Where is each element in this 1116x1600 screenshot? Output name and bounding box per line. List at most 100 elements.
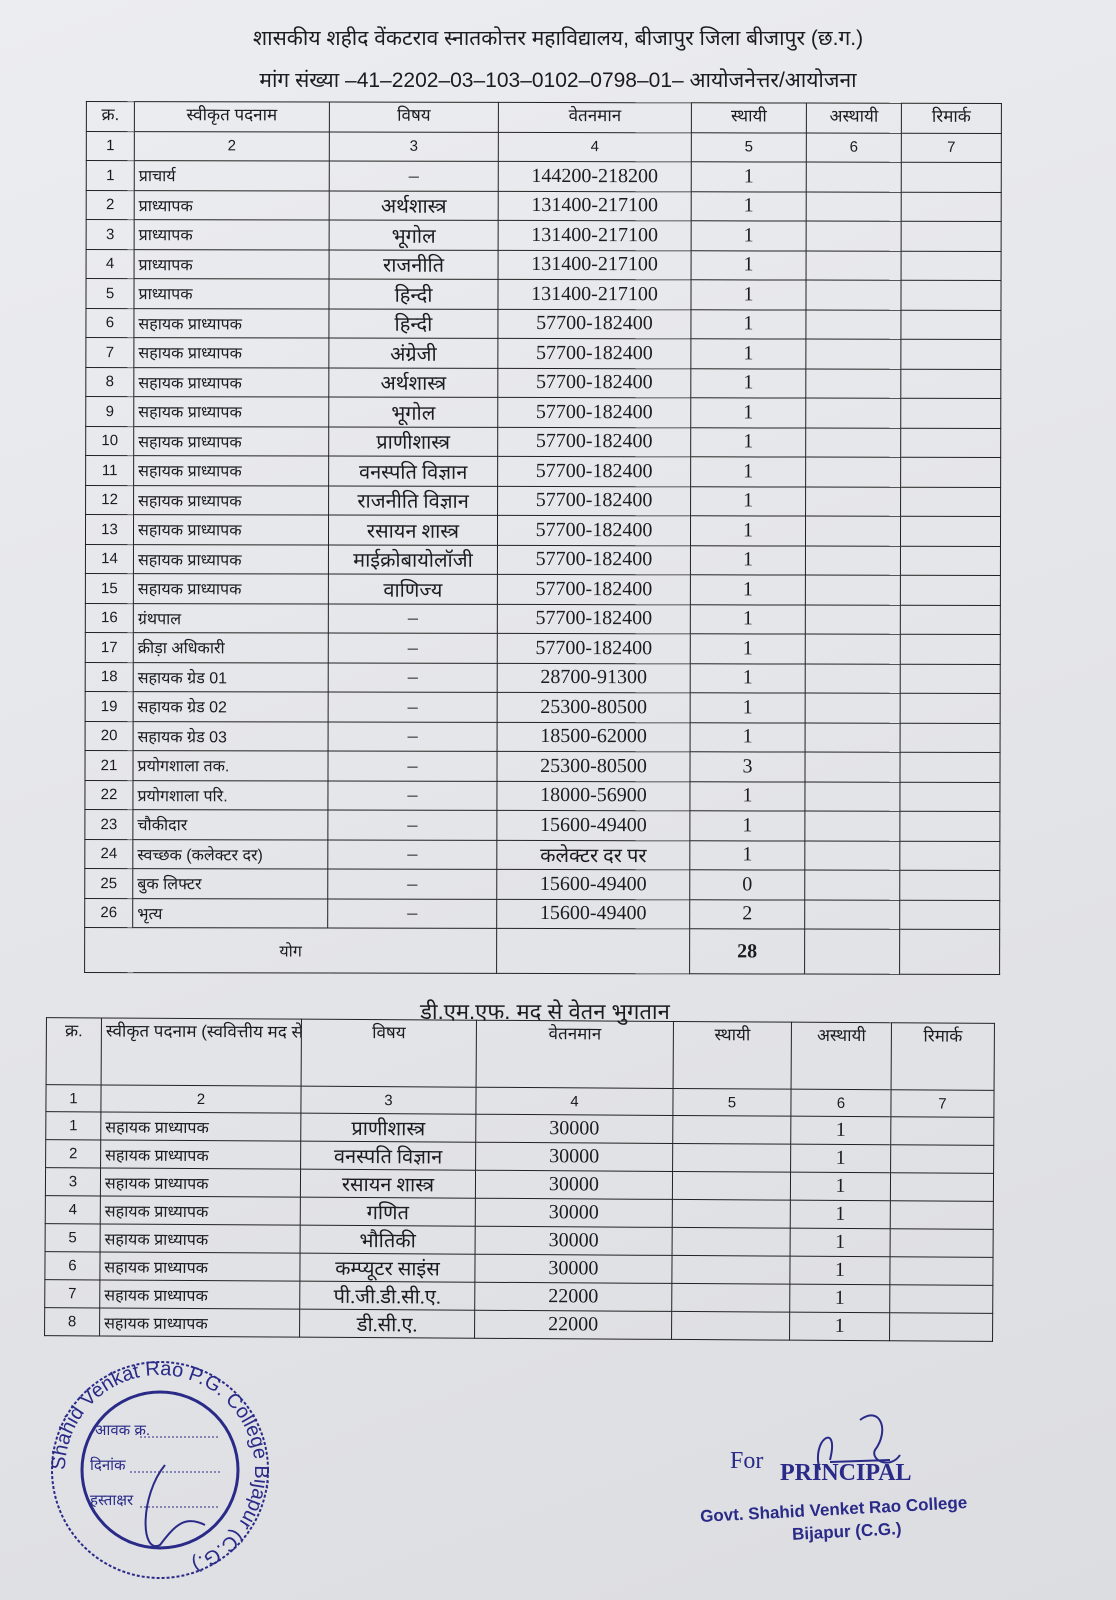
temporary-count	[804, 899, 900, 930]
signature-place: Bijapur (C.G.)	[791, 1519, 902, 1544]
pay-scale: 57700-182400	[497, 456, 691, 487]
pay-scale: 57700-182400	[497, 426, 691, 457]
permanent-count: 1	[689, 781, 805, 812]
subject: वाणिज्य	[328, 574, 498, 604]
serial-number: 26	[84, 898, 133, 928]
temporary-count	[805, 457, 901, 487]
dmf-posts-table: क्र. स्वीकृत पदनाम (स्ववित्तीय मद से) विषय…	[44, 1017, 995, 1342]
column-header: विषय	[301, 1019, 477, 1088]
remark	[900, 457, 1001, 487]
remark	[901, 250, 1002, 281]
permanent-count	[672, 1227, 791, 1257]
pay-scale: 57700-182400	[497, 633, 691, 664]
post-name: स्वच्छक (कलेक्टर दर)	[132, 839, 328, 870]
subject: वनस्पति विज्ञान	[328, 456, 498, 486]
serial-number: 14	[85, 544, 134, 574]
remark	[889, 1256, 994, 1286]
serial-number: 15	[85, 573, 134, 604]
temporary-count: 1	[790, 1228, 891, 1257]
table-row: 16 ग्रंथपाल –57700-182400 1	[85, 603, 1001, 635]
temporary-count	[805, 516, 901, 546]
remark	[900, 486, 1001, 517]
temporary-count	[805, 486, 901, 517]
permanent-count	[672, 1143, 791, 1173]
post-name: सहायक प्राध्यापक	[133, 573, 329, 604]
post-name: प्राध्यापक	[134, 219, 330, 250]
column-number: 5	[672, 1088, 792, 1117]
serial-number: 21	[84, 750, 134, 781]
serial-number: 5	[45, 1223, 101, 1252]
subject: राजनीति विज्ञान	[328, 485, 498, 516]
column-header: विषय	[329, 102, 499, 132]
permanent-count	[672, 1199, 791, 1229]
subject: –	[328, 721, 498, 752]
serial-number: 8	[44, 1307, 100, 1336]
temporary-count	[804, 870, 900, 900]
total-label: योग	[84, 927, 497, 974]
post-name: प्राध्यापक	[134, 249, 330, 280]
header-row: क्र. स्वीकृत पदनाम (स्ववित्तीय मद से) विषय…	[46, 1017, 995, 1091]
pay-scale: 25300-80500	[497, 692, 691, 723]
temporary-count: 1	[789, 1284, 890, 1313]
temporary-count	[804, 752, 901, 782]
pay-scale: 57700-182400	[497, 544, 691, 575]
pay-scale: 15600-49400	[496, 869, 690, 900]
serial-number: 6	[85, 308, 134, 338]
permanent-count	[671, 1255, 791, 1285]
serial-number: 25	[84, 868, 133, 899]
post-name: सहायक प्राध्यापक	[100, 1167, 301, 1198]
temporary-count	[805, 575, 901, 605]
remark	[900, 545, 1001, 576]
permanent-count: 1	[690, 279, 807, 310]
temporary-count: 1	[790, 1144, 891, 1173]
subject: रसायन शास्त्र	[328, 515, 498, 545]
temporary-count	[805, 693, 901, 723]
permanent-count: 1	[690, 692, 806, 723]
stamp-seal-icon: Shahid Venkat Rao P.G. College Bijapur (…	[48, 1358, 272, 1579]
post-name: सहायक प्राध्यापक	[100, 1139, 301, 1170]
table-row: 10 सहायक प्राध्यापक प्राणीशास्त्र 57700-182…	[85, 426, 1001, 458]
pay-scale: 25300-80500	[496, 751, 691, 782]
subject: भौतिकी	[300, 1225, 476, 1255]
post-name: सहायक प्राध्यापक	[133, 485, 329, 516]
pay-scale: 131400-217100	[497, 279, 692, 310]
serial-number: 1	[86, 160, 135, 191]
permanent-count: 0	[689, 869, 805, 900]
remark	[901, 162, 1002, 192]
total-value: 28	[689, 928, 805, 975]
pay-scale: 22000	[474, 1310, 672, 1340]
table-row: 11 सहायक प्राध्यापक वनस्पति विज्ञान 57700-1…	[85, 455, 1001, 487]
permanent-count: 1	[691, 161, 807, 192]
serial-number: 17	[85, 632, 134, 663]
temporary-count	[804, 811, 900, 841]
empty-cell	[804, 929, 900, 975]
post-name: सहायक प्राध्यापक	[100, 1195, 301, 1226]
serial-number: 12	[85, 485, 134, 515]
temporary-count	[806, 162, 902, 192]
pay-scale: 30000	[474, 1254, 673, 1284]
column-header: क्र.	[46, 1017, 102, 1085]
table-row: 4 प्राध्यापक राजनीति 131400-217100 1	[86, 249, 1002, 281]
permanent-count: 2	[689, 899, 805, 930]
temporary-count: 1	[790, 1200, 891, 1229]
serial-number: 3	[45, 1167, 101, 1196]
post-name: सहायक ग्रेड 03	[133, 721, 329, 752]
stamp-field-signature: हस्ताक्षर	[90, 1492, 134, 1509]
table-row: 14 सहायक प्राध्यापक माईक्रोबायोलॉजी 57700-1…	[85, 544, 1001, 576]
temporary-count	[806, 250, 902, 281]
post-name: क्रीड़ा अधिकारी	[133, 632, 329, 663]
remark	[889, 1284, 993, 1314]
permanent-count	[672, 1115, 791, 1145]
remark	[890, 1144, 994, 1174]
table-row: 8 सहायक प्राध्यापक अर्थशास्त्र 57700-182400…	[85, 367, 1001, 399]
subject: –	[327, 810, 497, 840]
column-number: 6	[806, 132, 902, 163]
permanent-count: 1	[691, 191, 807, 222]
remark	[899, 752, 1001, 782]
document-title: शासकीय शहीद वेंकटराव स्नातकोत्तर महाविद्…	[252, 27, 864, 50]
pay-scale: 22000	[474, 1282, 672, 1312]
post-name: सहायक ग्रेड 02	[133, 691, 329, 722]
post-name: प्राध्यापक	[133, 278, 330, 309]
permanent-count: 1	[691, 250, 807, 281]
